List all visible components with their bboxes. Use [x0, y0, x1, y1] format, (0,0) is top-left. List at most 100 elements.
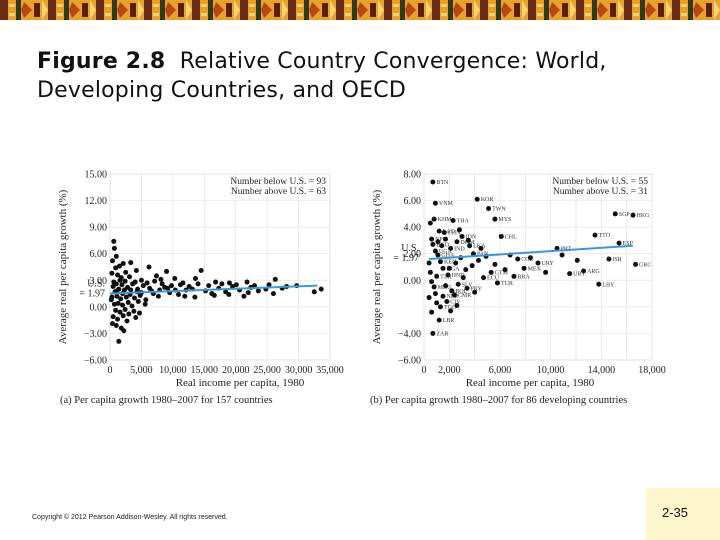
data-point — [109, 270, 115, 276]
y-tick-label: 0.00 — [90, 302, 108, 313]
country-code-label: NPL — [435, 237, 447, 243]
data-point — [456, 227, 462, 233]
data-point — [115, 316, 121, 322]
data-point — [111, 301, 117, 307]
data-point — [450, 218, 456, 223]
data-point — [155, 293, 161, 299]
x-tick-label: 10,000 — [537, 365, 565, 376]
data-point — [432, 291, 438, 297]
country-code-label: GTM — [495, 270, 509, 276]
slide-title: Figure 2.8 Relative Country Convergence:… — [37, 47, 697, 105]
trend-line — [109, 284, 318, 295]
country-code-label: LBY — [602, 282, 615, 288]
chart-caption: (a) Per capita growth 1980–2007 for 157 … — [60, 395, 273, 406]
data-point — [474, 196, 480, 202]
country-code-label: ISR — [612, 257, 621, 263]
data-point — [460, 275, 466, 281]
figure-title: Relative Country Convergence: World, Dev… — [37, 49, 607, 103]
country-code-label: ESP — [623, 241, 634, 247]
x-axis-label: Real income per capita, 1980 — [176, 377, 305, 389]
country-code-label: CMR — [458, 293, 471, 299]
country-code-label: HKG — [637, 213, 651, 219]
data-point — [123, 294, 129, 300]
country-code-label: MYS — [498, 217, 511, 223]
data-point — [115, 272, 121, 278]
data-point — [226, 280, 232, 286]
y-tick-label: 15.00 — [85, 170, 108, 181]
data-point — [113, 307, 119, 313]
country-code-label: URY — [542, 261, 555, 267]
data-point — [119, 282, 125, 288]
data-point — [463, 267, 469, 273]
data-point — [165, 285, 171, 291]
slide-number-box: 2-35 — [646, 488, 720, 540]
country-code-label: COL — [521, 257, 533, 263]
data-point — [443, 236, 449, 242]
country-code-label: CIV — [450, 300, 461, 306]
data-point — [441, 229, 447, 235]
data-point — [152, 278, 158, 284]
x-tick-label: 6,000 — [489, 365, 512, 376]
data-point — [434, 273, 440, 279]
data-point — [116, 263, 122, 269]
data-point — [448, 308, 454, 314]
data-point — [114, 293, 120, 299]
data-point — [172, 276, 178, 282]
x-tick-label: 2,000 — [438, 365, 461, 376]
data-point — [154, 273, 160, 279]
country-code-label: KHM — [438, 217, 453, 223]
data-point — [142, 301, 148, 307]
data-point — [110, 314, 116, 320]
data-point — [535, 260, 541, 266]
data-point — [126, 274, 132, 280]
data-point — [147, 285, 153, 291]
data-point — [435, 239, 441, 245]
data-point — [498, 233, 504, 239]
data-point — [486, 206, 492, 212]
data-point — [494, 280, 500, 286]
data-point — [122, 278, 128, 284]
data-point — [213, 279, 219, 285]
data-point — [230, 283, 236, 289]
country-code-label: LAO — [443, 229, 456, 235]
decorative-banner — [0, 0, 720, 20]
data-point — [455, 281, 461, 287]
chart-caption: (b) Per capita growth 1980–2007 for 86 d… — [370, 395, 627, 406]
plot-area — [423, 173, 653, 361]
country-code-label: MEX — [528, 266, 542, 272]
data-point — [182, 293, 188, 299]
data-point — [430, 330, 436, 336]
country-code-label: NER — [447, 294, 459, 300]
data-point — [467, 243, 473, 249]
country-code-label: ARG — [587, 269, 600, 275]
data-point — [448, 245, 454, 251]
data-point — [444, 299, 450, 305]
data-point — [117, 309, 123, 315]
data-point — [255, 288, 261, 294]
data-point — [137, 310, 143, 316]
country-code-label: SLV — [462, 282, 473, 288]
data-point — [252, 283, 258, 289]
data-point — [429, 279, 435, 285]
data-point — [176, 291, 182, 297]
data-point — [125, 299, 131, 305]
us-growth-label: = 1.97 — [79, 288, 105, 299]
country-code-label: PRY — [471, 286, 483, 292]
data-point — [567, 271, 573, 277]
data-point — [115, 300, 121, 306]
country-code-label: UGA — [439, 249, 453, 255]
data-point — [427, 220, 433, 226]
data-point — [110, 258, 116, 264]
data-point — [481, 275, 487, 281]
x-tick-label: 10,000 — [159, 365, 187, 376]
x-tick-label: 18,000 — [638, 365, 666, 376]
data-point — [443, 283, 449, 289]
x-tick-label: 5,000 — [130, 365, 153, 376]
data-point — [437, 259, 443, 265]
data-point — [219, 281, 225, 287]
slide-number: 2-35 — [662, 505, 689, 520]
data-point — [616, 240, 622, 246]
y-axis-label: Average real per capita growth (%) — [57, 189, 69, 344]
data-point — [559, 252, 565, 258]
data-point — [430, 179, 436, 185]
